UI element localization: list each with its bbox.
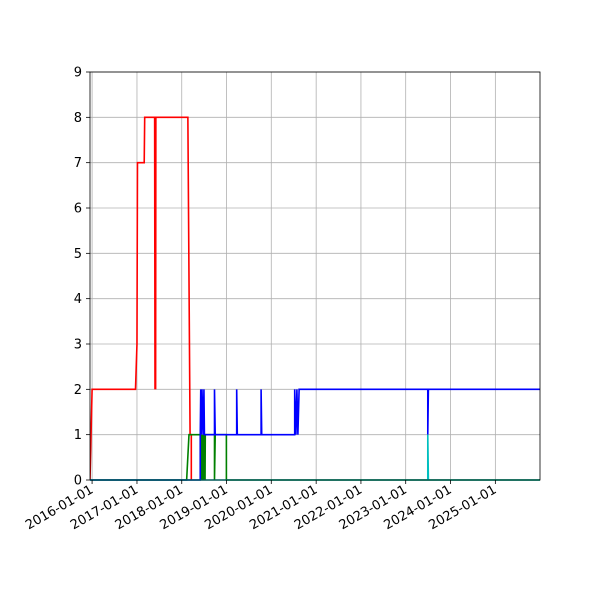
series-line-1 [90, 116, 193, 481]
y-tick-label: 3 [74, 338, 82, 353]
y-tick-label: 9 [74, 66, 82, 81]
y-tick-label: 5 [74, 247, 82, 262]
plot-frame [89, 71, 541, 481]
grid [90, 71, 540, 481]
y-tick-label: 7 [74, 156, 82, 171]
axes-frame [89, 71, 541, 481]
series-line-4 [90, 434, 540, 481]
y-tick-label: 1 [74, 428, 82, 443]
y-tick-label: 8 [74, 111, 82, 126]
y-tick-label: 6 [74, 202, 82, 217]
y-tick-label: 2 [74, 383, 82, 398]
y-tick-label: 4 [74, 292, 82, 307]
series-line-2 [90, 433, 540, 481]
y-tick-label: 0 [74, 474, 82, 489]
series-line-3 [90, 388, 540, 481]
